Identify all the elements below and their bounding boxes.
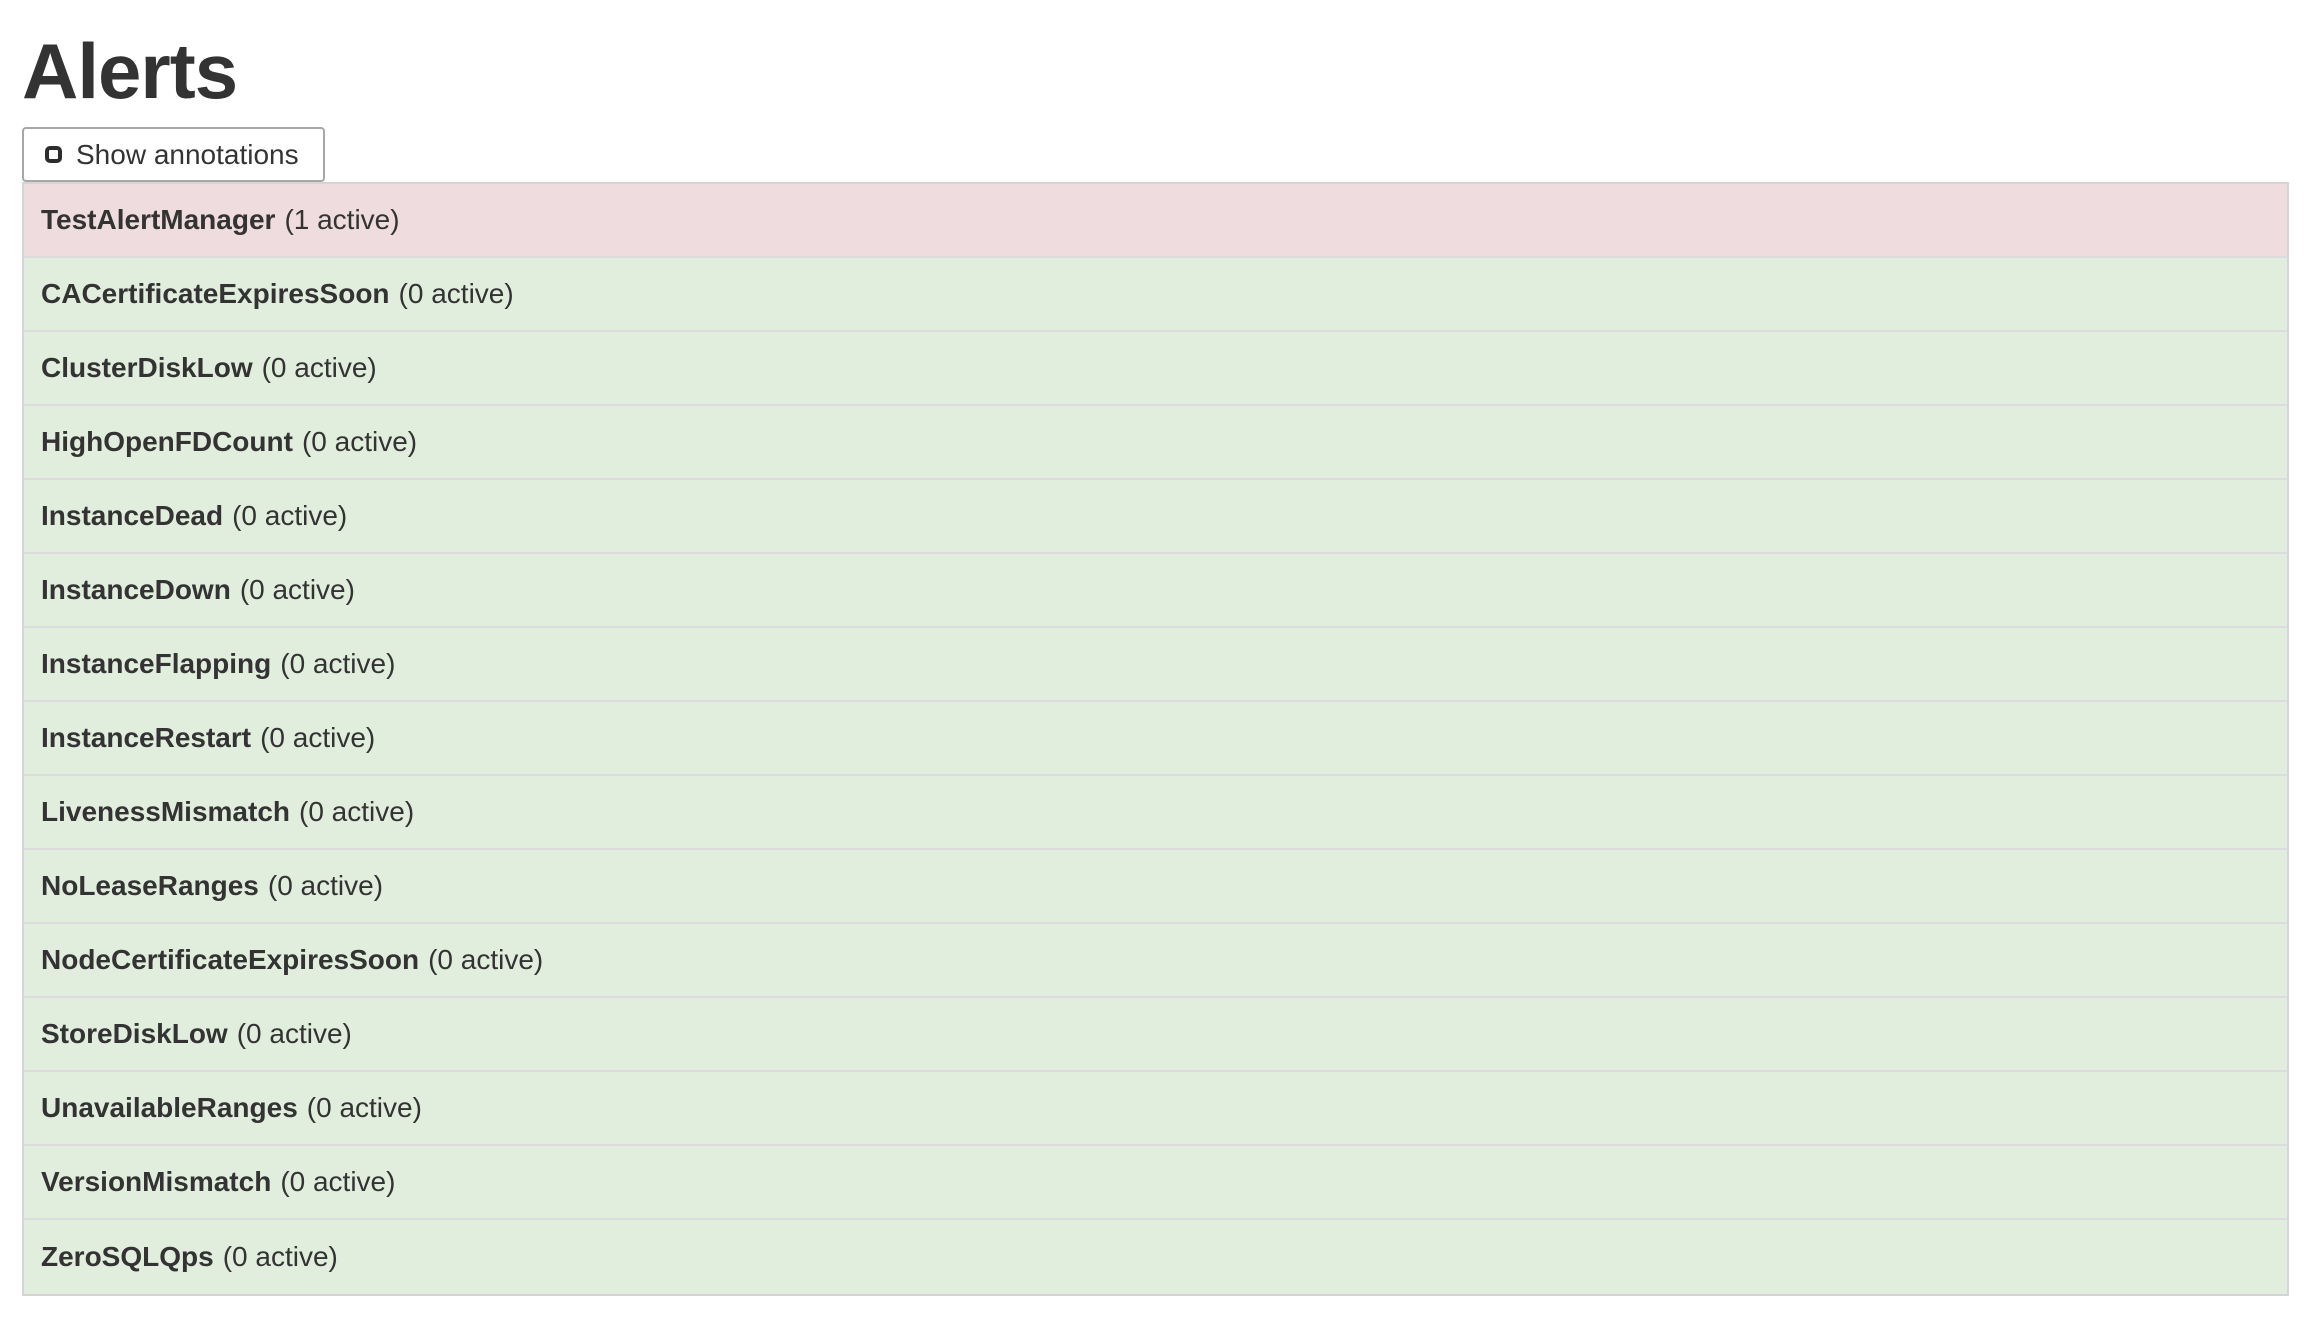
alert-active-count: (0 active) (280, 648, 396, 679)
alert-name: LivenessMismatch (41, 796, 290, 827)
alert-row[interactable]: StoreDiskLow (0 active) (24, 998, 2287, 1072)
show-annotations-button[interactable]: Show annotations (22, 127, 325, 182)
alert-row[interactable]: ClusterDiskLow (0 active) (24, 332, 2287, 406)
alert-row[interactable]: InstanceRestart (0 active) (24, 702, 2287, 776)
alert-active-count: (0 active) (306, 1092, 422, 1123)
alert-name: ClusterDiskLow (41, 352, 253, 383)
alert-name: VersionMismatch (41, 1166, 272, 1197)
alert-row[interactable]: NodeCertificateExpiresSoon (0 active) (24, 924, 2287, 998)
alert-row[interactable]: VersionMismatch (0 active) (24, 1146, 2287, 1220)
alert-active-count: (0 active) (301, 426, 418, 457)
checkbox-icon[interactable] (45, 146, 62, 163)
alert-name: HighOpenFDCount (41, 426, 293, 457)
alert-name: StoreDiskLow (41, 1018, 228, 1049)
alert-name: InstanceFlapping (41, 648, 272, 679)
alert-name: TestAlertManager (41, 204, 276, 235)
alert-active-count: (0 active) (236, 1018, 352, 1049)
alerts-list: TestAlertManager (1 active) CACertificat… (22, 182, 2289, 1296)
alert-active-count: (1 active) (284, 204, 400, 235)
alert-active-count: (0 active) (280, 1166, 396, 1197)
alert-active-count: (0 active) (260, 722, 376, 753)
alert-row[interactable]: InstanceFlapping (0 active) (24, 628, 2287, 702)
alert-row[interactable]: ZeroSQLQps (0 active) (24, 1220, 2287, 1294)
alert-active-count: (0 active) (299, 796, 415, 827)
alert-name: InstanceDead (41, 500, 224, 531)
page-title: Alerts (22, 27, 238, 115)
alert-row[interactable]: InstanceDead (0 active) (24, 480, 2287, 554)
alert-name: InstanceRestart (41, 722, 252, 753)
alert-active-count: (0 active) (239, 574, 355, 605)
alert-row[interactable]: UnavailableRanges (0 active) (24, 1072, 2287, 1146)
alert-row[interactable]: InstanceDown (0 active) (24, 554, 2287, 628)
show-annotations-label: Show annotations (76, 138, 299, 170)
alert-row[interactable]: HighOpenFDCount (0 active) (24, 406, 2287, 480)
alert-name: UnavailableRanges (41, 1092, 298, 1123)
alert-row[interactable]: NoLeaseRanges (0 active) (24, 850, 2287, 924)
alert-active-count: (0 active) (398, 278, 514, 309)
alert-row[interactable]: CACertificateExpiresSoon (0 active) (24, 258, 2287, 332)
alert-active-count: (0 active) (428, 944, 544, 975)
alert-active-count: (0 active) (267, 870, 384, 901)
alert-name: NoLeaseRanges (41, 870, 259, 901)
alert-row[interactable]: LivenessMismatch (0 active) (24, 776, 2287, 850)
alert-active-count: (0 active) (222, 1241, 338, 1272)
alert-row[interactable]: TestAlertManager (1 active) (24, 184, 2287, 258)
alert-name: ZeroSQLQps (41, 1241, 214, 1272)
toolbar: Show annotations (22, 127, 2290, 182)
alert-active-count: (0 active) (232, 500, 348, 531)
alert-active-count: (0 active) (261, 352, 377, 383)
alert-name: CACertificateExpiresSoon (41, 278, 390, 309)
alert-name: NodeCertificateExpiresSoon (41, 944, 420, 975)
alert-name: InstanceDown (41, 574, 231, 605)
